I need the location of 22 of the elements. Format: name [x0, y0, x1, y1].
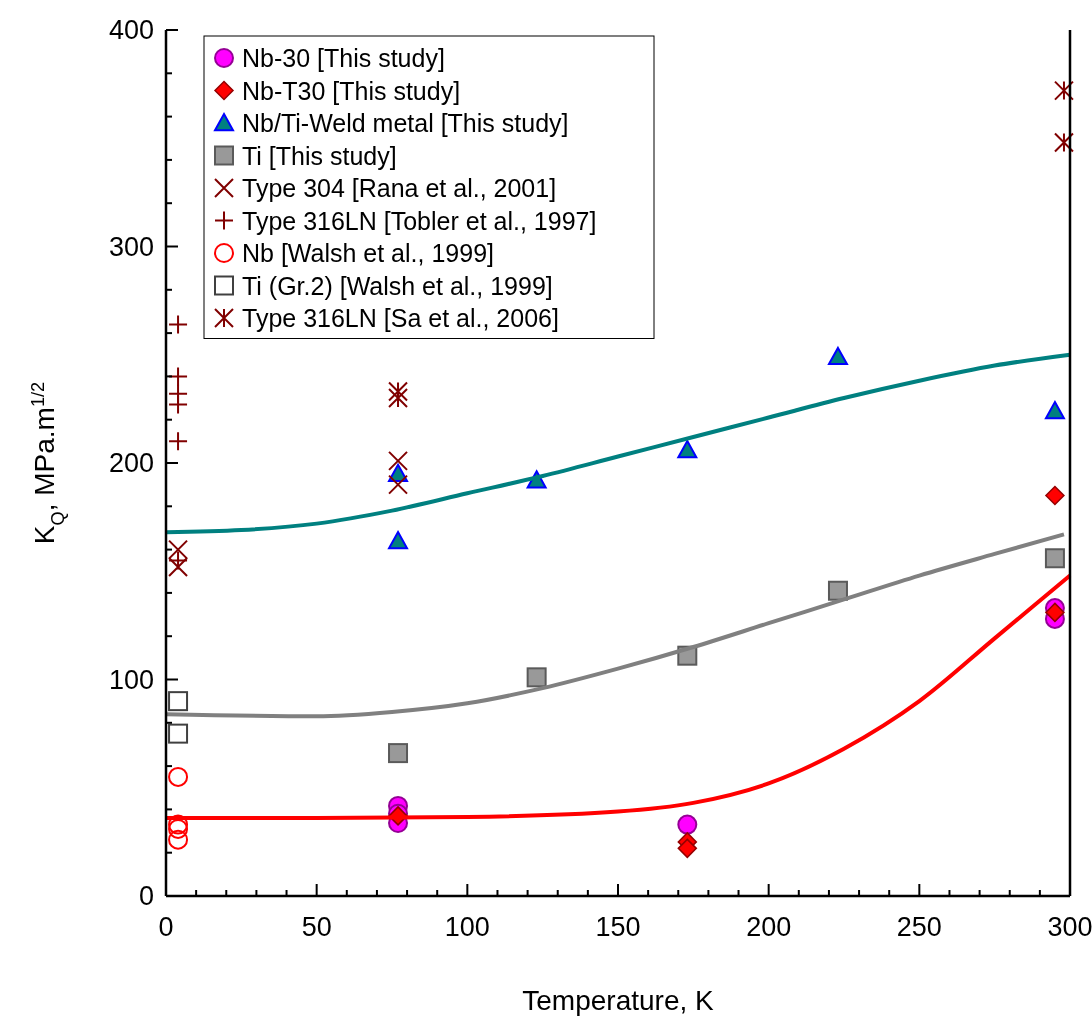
legend-label: Nb-T30 [This study]: [242, 76, 461, 105]
y-tick-label: 300: [108, 231, 154, 262]
y-tick-label: 100: [108, 664, 154, 695]
legend-label: Nb/Ti-Weld metal [This study]: [242, 109, 569, 137]
y-tick-label: 200: [108, 448, 154, 478]
x-tick-label: 100: [444, 912, 490, 942]
x-tick-label: 150: [595, 912, 641, 942]
x-tick-label: 50: [301, 912, 332, 942]
legend-label: Type 316LN [Sa et al., 2006]: [242, 304, 559, 332]
x-tick-label: 250: [896, 912, 942, 942]
x-tick-label: 200: [746, 912, 792, 942]
legend-label: Ti [This study]: [242, 141, 397, 170]
x-tick-label: 300: [1047, 912, 1092, 942]
legend-label: Type 316LN [Tobler et al., 1997]: [242, 206, 597, 235]
y-tick-label: 0: [138, 881, 154, 911]
legend-label: Nb [Walsh et al., 1999]: [242, 239, 494, 267]
legend-label: Ti (Gr.2) [Walsh et al., 1999]: [242, 271, 553, 300]
x-axis-title: Temperature, K: [522, 985, 715, 1016]
legend-label: Nb-30 [This study]: [242, 44, 445, 72]
y-tick-label: 400: [108, 15, 154, 45]
legend-label: Type 304 [Rana et al., 2001]: [242, 174, 557, 202]
x-tick-label: 0: [158, 912, 174, 942]
